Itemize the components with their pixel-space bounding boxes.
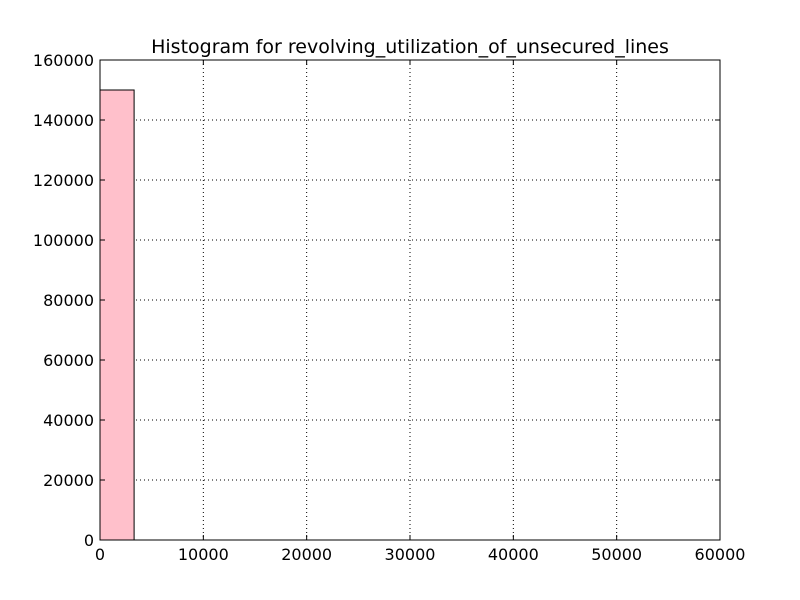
- histogram-bar-0: [99, 89, 135, 541]
- y-tick-label-6: 120000: [33, 171, 94, 190]
- y-tick-label-0: 0: [84, 531, 94, 550]
- x-tick-label-3: 30000: [385, 545, 436, 564]
- y-tick-label-5: 100000: [33, 231, 94, 250]
- x-tick-label-5: 50000: [591, 545, 642, 564]
- y-tick-label-7: 140000: [33, 111, 94, 130]
- x-tick-label-6: 60000: [695, 545, 746, 564]
- axis-ticks: [99, 59, 721, 541]
- x-tick-label-0: 0: [95, 545, 105, 564]
- x-tick-labels: 0 10000 20000 30000 40000 50000 60000: [95, 545, 746, 564]
- x-tick-label-1: 10000: [178, 545, 229, 564]
- x-tick-label-4: 40000: [488, 545, 539, 564]
- y-tick-label-4: 80000: [43, 291, 94, 310]
- y-tick-label-1: 20000: [43, 471, 94, 490]
- x-tick-label-2: 20000: [281, 545, 332, 564]
- y-tick-label-8: 160000: [33, 51, 94, 70]
- y-tick-label-3: 60000: [43, 351, 94, 370]
- grid-lines: [100, 60, 720, 540]
- chart-title: Histogram for revolving_utilization_of_u…: [151, 36, 669, 58]
- y-tick-label-2: 40000: [43, 411, 94, 430]
- histogram-bars: [99, 89, 135, 541]
- y-tick-labels: 0 20000 40000 60000 80000 100000 120000 140000 1…: [33, 51, 94, 550]
